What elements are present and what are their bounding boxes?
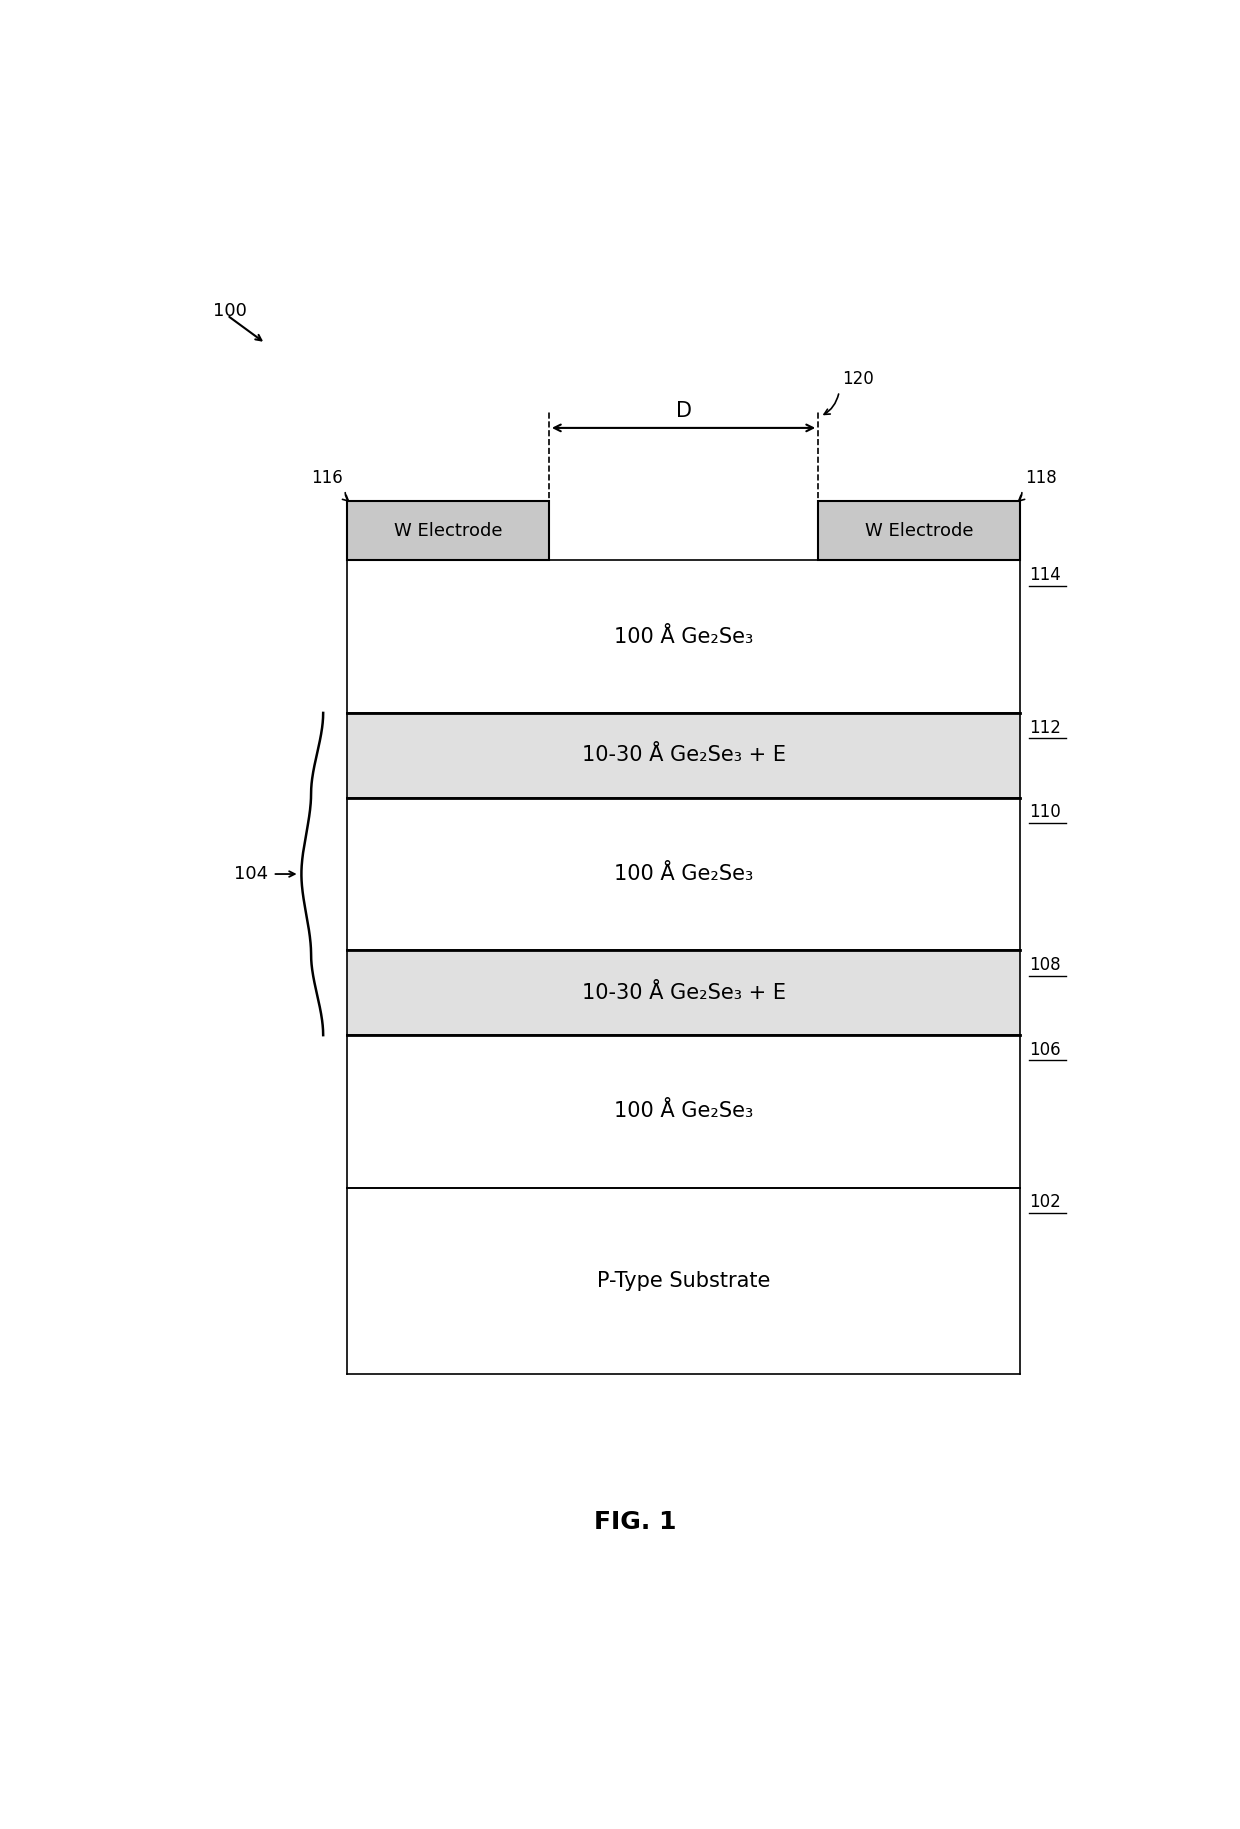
Text: 100 Å Ge₂Se₃: 100 Å Ge₂Se₃: [614, 627, 753, 647]
Bar: [347, 1035, 1019, 1187]
Text: P-Type Substrate: P-Type Substrate: [596, 1271, 770, 1291]
Bar: [347, 951, 1019, 1035]
Text: 110: 110: [1029, 803, 1061, 821]
Bar: [347, 1187, 1019, 1374]
Bar: [347, 797, 1019, 951]
Text: 106: 106: [1029, 1041, 1061, 1059]
Bar: [347, 713, 1019, 797]
Text: FIG. 1: FIG. 1: [594, 1511, 677, 1535]
Text: 112: 112: [1029, 719, 1061, 737]
Text: 100 Å Ge₂Se₃: 100 Å Ge₂Se₃: [614, 863, 753, 883]
Text: 100 Å Ge₂Se₃: 100 Å Ge₂Se₃: [614, 1101, 753, 1121]
Text: 10-30 Å Ge₂Se₃ + E: 10-30 Å Ge₂Se₃ + E: [582, 982, 786, 1002]
Text: 10-30 Å Ge₂Se₃ + E: 10-30 Å Ge₂Se₃ + E: [582, 746, 786, 765]
Bar: [347, 560, 1019, 713]
Text: W Electrode: W Electrode: [864, 521, 973, 540]
Text: 104: 104: [233, 865, 268, 883]
Text: 114: 114: [1029, 565, 1061, 583]
Text: W Electrode: W Electrode: [394, 521, 502, 540]
Text: 102: 102: [1029, 1193, 1061, 1211]
Text: 118: 118: [1024, 468, 1056, 487]
Bar: [818, 501, 1019, 560]
Text: 100: 100: [213, 302, 247, 320]
Text: 116: 116: [311, 468, 342, 487]
Text: D: D: [676, 401, 692, 421]
Text: 120: 120: [842, 371, 874, 388]
Text: 108: 108: [1029, 957, 1061, 975]
Bar: [347, 501, 549, 560]
